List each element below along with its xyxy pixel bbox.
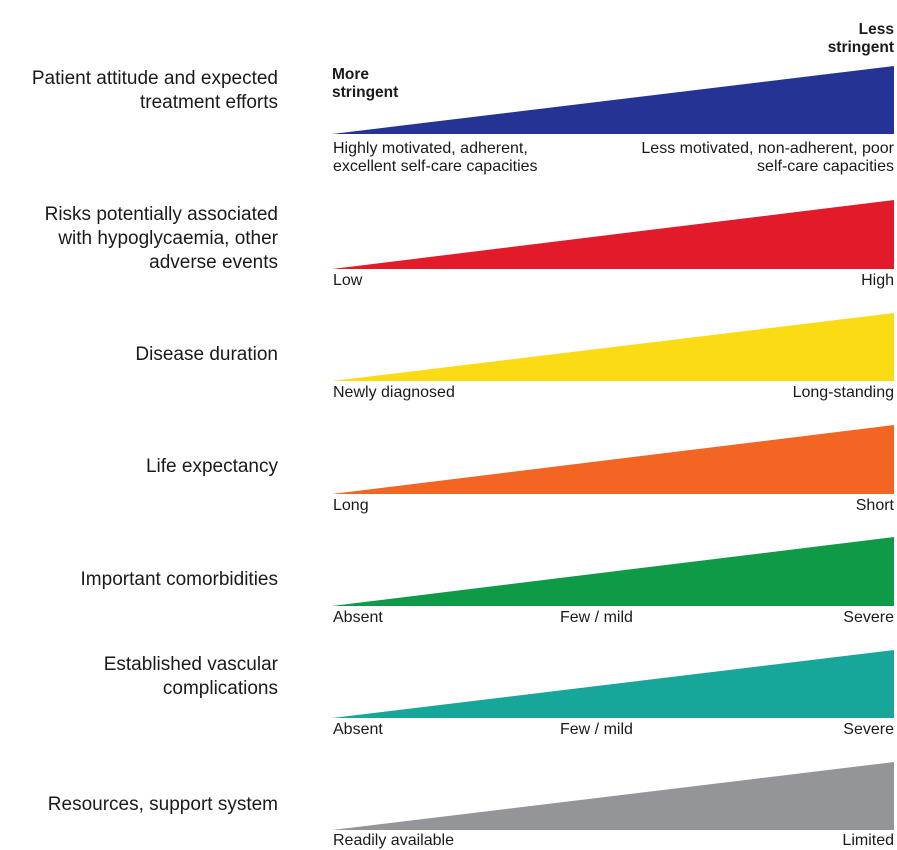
gradient-triangle-comorbidities (332, 537, 894, 606)
gradient-triangle-resources (332, 762, 894, 830)
left-label-resources: Readily available (333, 832, 454, 849)
heading-less-stringent: Less stringent (827, 21, 894, 56)
factor-label-patient-attitude: Patient attitude and expected treatment … (31, 68, 278, 113)
right-label-disease-duration: Long-standing (792, 384, 894, 401)
right-label-patient-attitude: Less motivated, non-adherent, poor self-… (641, 140, 894, 175)
factor-label-life-expectancy: Life expectancy (145, 456, 278, 477)
gradient-triangle-hypoglycaemia-risk (332, 200, 894, 269)
left-label-life-expectancy: Long (333, 497, 369, 514)
left-label-patient-attitude: Highly motivated, adherent, excellent se… (333, 140, 538, 175)
triangle-shape (332, 650, 894, 718)
heading-more-stringent: More stringent (332, 66, 399, 101)
triangle-shape (332, 66, 894, 134)
mid-label-vascular-complications: Few / mild (560, 721, 633, 738)
factor-label-disease-duration: Disease duration (135, 344, 278, 365)
right-label-vascular-complications: Severe (843, 721, 894, 738)
mid-label-comorbidities: Few / mild (560, 609, 633, 626)
right-label-hypoglycaemia-risk: High (861, 272, 894, 289)
gradient-triangle-vascular-complications (332, 650, 894, 718)
triangle-shape (332, 425, 894, 494)
right-label-comorbidities: Severe (843, 609, 894, 626)
triangle-shape (332, 762, 894, 830)
left-label-disease-duration: Newly diagnosed (333, 384, 455, 401)
factor-label-resources: Resources, support system (47, 794, 278, 815)
left-label-comorbidities: Absent (333, 609, 383, 626)
factor-label-vascular-complications: Established vascular complications (103, 654, 278, 699)
triangle-shape (332, 200, 894, 269)
gradient-triangle-disease-duration (332, 313, 894, 381)
left-label-vascular-complications: Absent (333, 721, 383, 738)
right-label-life-expectancy: Short (855, 497, 894, 514)
gradient-triangle-patient-attitude (332, 66, 894, 134)
gradient-triangle-life-expectancy (332, 425, 894, 494)
factor-label-hypoglycaemia-risk: Risks potentially associated with hypogl… (44, 204, 278, 273)
triangle-shape (332, 537, 894, 606)
left-label-hypoglycaemia-risk: Low (333, 272, 363, 289)
right-label-resources: Limited (842, 832, 894, 849)
triangle-shape (332, 313, 894, 381)
factor-label-comorbidities: Important comorbidities (80, 569, 278, 590)
